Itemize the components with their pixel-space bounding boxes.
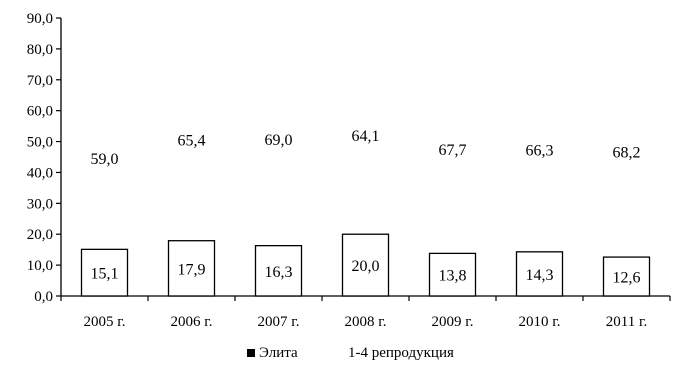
y-tick-label: 50,0 (27, 135, 53, 151)
y-tick-label: 30,0 (27, 196, 53, 212)
data-label-elite: 16,3 (265, 264, 293, 281)
bars (80, 233, 651, 297)
legend-marker-elite (247, 349, 255, 357)
data-label-elite: 20,0 (352, 258, 380, 275)
data-label-elite: 13,8 (439, 268, 467, 285)
y-tick-label: 10,0 (27, 258, 53, 274)
x-tick-label: 2010 г. (519, 314, 561, 330)
data-label-reproduction: 64,1 (352, 128, 380, 145)
bar-elite (515, 251, 564, 297)
bar-elite (341, 233, 390, 297)
legend-label-reproduction: 1-4 репродукция (348, 345, 454, 361)
y-tick-label: 60,0 (27, 104, 53, 120)
data-label-reproduction: 69,0 (265, 132, 293, 149)
bar-elite (428, 252, 477, 297)
y-axis: 0,0 10,0 20,0 30,0 40,0 50,0 60,0 70,0 80,0 90,0 (27, 11, 62, 305)
x-tick-label: 2009 г. (432, 314, 474, 330)
data-label-elite: 14,3 (526, 267, 554, 284)
data-label-reproduction: 65,4 (178, 133, 206, 150)
bar-elite (602, 256, 651, 297)
data-label-reproduction: 67,7 (439, 142, 467, 159)
y-tick-label: 20,0 (27, 227, 53, 243)
x-tick-label: 2006 г. (171, 314, 213, 330)
x-tick-label: 2011 г. (606, 314, 647, 330)
legend: Элита 1-4 репродукция (247, 345, 454, 361)
y-tick-label: 40,0 (27, 165, 53, 181)
data-label-reproduction: 59,0 (91, 151, 119, 168)
data-label-elite: 12,6 (613, 270, 641, 287)
data-labels: 15,1 17,9 16,3 20,0 13,8 14,3 12,6 59,0 65,4 69,0… (91, 128, 641, 286)
legend-label-elite: Элита (259, 345, 298, 361)
data-label-reproduction: 66,3 (526, 142, 554, 159)
data-label-reproduction: 68,2 (613, 145, 641, 162)
x-tick-label: 2007 г. (258, 314, 300, 330)
y-tick-label: 70,0 (27, 73, 53, 89)
x-tick-label: 2008 г. (345, 314, 387, 330)
bar-elite (254, 245, 303, 297)
x-tick-label: 2005 г. (84, 314, 126, 330)
y-tick-label: 0,0 (34, 289, 53, 305)
data-label-elite: 15,1 (91, 266, 119, 283)
x-axis: 2005 г. 2006 г. 2007 г. 2008 г. 2009 г. 2010 … (60, 295, 671, 330)
data-label-elite: 17,9 (178, 261, 206, 278)
y-tick-label: 80,0 (27, 42, 53, 58)
bar-elite (80, 248, 129, 297)
y-tick-label: 90,0 (27, 11, 53, 27)
bar-elite (167, 240, 216, 297)
